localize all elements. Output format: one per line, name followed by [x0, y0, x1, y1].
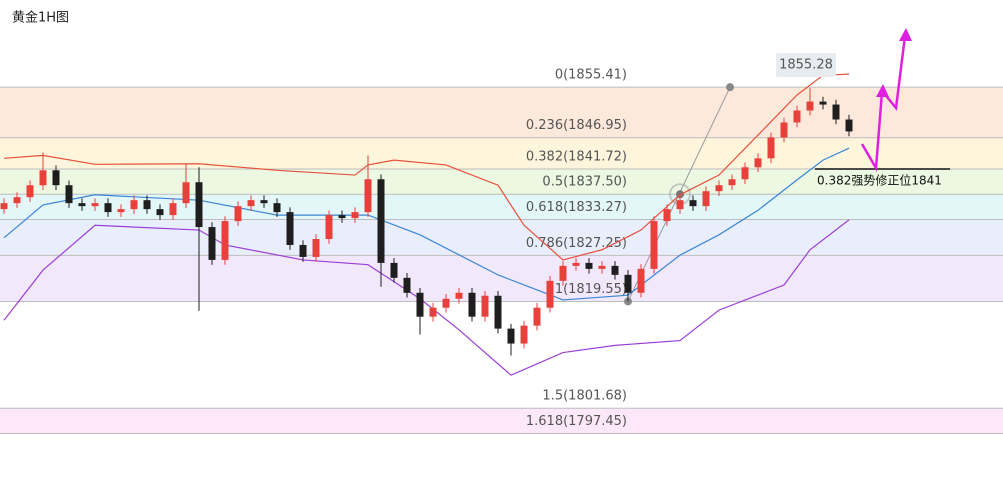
- candle-body: [416, 292, 424, 317]
- candle-body: [0, 203, 8, 210]
- candle-body: [806, 101, 814, 111]
- candle-body: [78, 203, 86, 207]
- fib-band: [0, 87, 1003, 138]
- forecast-arrow: [860, 91, 884, 173]
- candle-body: [130, 200, 138, 210]
- candle-body: [221, 221, 229, 260]
- candle-body: [637, 268, 645, 293]
- fib-label: 0.236(1846.95): [526, 118, 627, 133]
- candle-body: [247, 200, 255, 207]
- candle-body: [728, 179, 736, 186]
- candle-body: [91, 203, 99, 207]
- candle-body: [143, 200, 151, 210]
- candle-body: [286, 212, 294, 245]
- candle-body: [234, 206, 242, 222]
- candle-body: [403, 277, 411, 293]
- candle-body: [273, 203, 281, 213]
- candle-body: [260, 200, 268, 204]
- candle-body: [715, 185, 723, 192]
- candle-body: [208, 227, 216, 260]
- candle-body: [195, 182, 203, 228]
- chart-title: 黄金1H图: [12, 10, 69, 26]
- bollinger-line: [3, 73, 850, 261]
- candle-body: [624, 274, 632, 293]
- candle-body: [169, 203, 177, 216]
- candle-body: [442, 298, 450, 308]
- high-label-box: [776, 53, 836, 77]
- candle-body: [338, 215, 346, 219]
- candle-body: [741, 167, 749, 180]
- candle-body: [507, 328, 515, 344]
- fib-label: 1.618(1797.45): [526, 414, 627, 429]
- candle-body: [468, 292, 476, 317]
- candle-body: [104, 203, 112, 213]
- candle-body: [52, 170, 60, 186]
- candle-body: [39, 170, 47, 186]
- background: [0, 87, 1003, 434]
- arrow-head: [899, 28, 912, 41]
- fib-band: [0, 219, 1003, 256]
- candle-body: [845, 119, 853, 132]
- candle-body: [598, 265, 606, 269]
- candle-body: [702, 191, 710, 207]
- candle-body: [611, 265, 619, 275]
- candle-body: [182, 182, 190, 204]
- fib-label: 1(1819.55): [555, 282, 627, 297]
- candle-body: [117, 209, 125, 213]
- candle-body: [689, 200, 697, 207]
- candle-body: [312, 239, 320, 257]
- note: 0.382强势修正位1841: [817, 172, 942, 187]
- bollinger-line: [3, 219, 850, 376]
- fib-label: 0(1855.41): [555, 68, 627, 83]
- candle-body: [676, 200, 684, 210]
- candle-body: [780, 122, 788, 138]
- fib-label: 0.618(1833.27): [526, 200, 627, 215]
- fib-band: [0, 255, 1003, 302]
- candle-body: [481, 295, 489, 317]
- candle-body: [520, 325, 528, 344]
- fib-label: 0.786(1827.25): [526, 236, 627, 251]
- fib-band: [0, 408, 1003, 434]
- candle-body: [26, 185, 34, 198]
- candle-body: [299, 244, 307, 257]
- fib-anchor: [726, 83, 734, 92]
- candle-body: [429, 307, 437, 317]
- candle-body: [819, 101, 827, 105]
- candle-body: [351, 212, 359, 219]
- candle-body: [364, 179, 372, 213]
- candle-body: [767, 137, 775, 159]
- candle-body: [533, 307, 541, 326]
- candle-body: [663, 209, 671, 222]
- forecast-arrow: [882, 35, 907, 112]
- candle-body: [585, 262, 593, 269]
- candle-body: [650, 221, 658, 269]
- candle-body: [13, 197, 21, 204]
- high-label: 1855.28: [779, 58, 833, 73]
- candle-body: [754, 158, 762, 168]
- candle-body: [494, 295, 502, 329]
- candle-body: [546, 280, 554, 308]
- candle-body: [377, 179, 385, 263]
- fib-label: 1.5(1801.68): [542, 389, 627, 404]
- candle-body: [793, 110, 801, 123]
- candle-body: [572, 262, 580, 266]
- candle-body: [559, 265, 567, 281]
- fib-label: 0.382(1841.72): [526, 149, 627, 164]
- candle-body: [325, 215, 333, 239]
- candle-body: [832, 104, 840, 120]
- fib-label: 0.5(1837.50): [542, 175, 627, 190]
- candle-body: [65, 185, 73, 204]
- candle-body: [455, 292, 463, 299]
- candle-body: [156, 209, 164, 216]
- candle-body: [390, 262, 398, 278]
